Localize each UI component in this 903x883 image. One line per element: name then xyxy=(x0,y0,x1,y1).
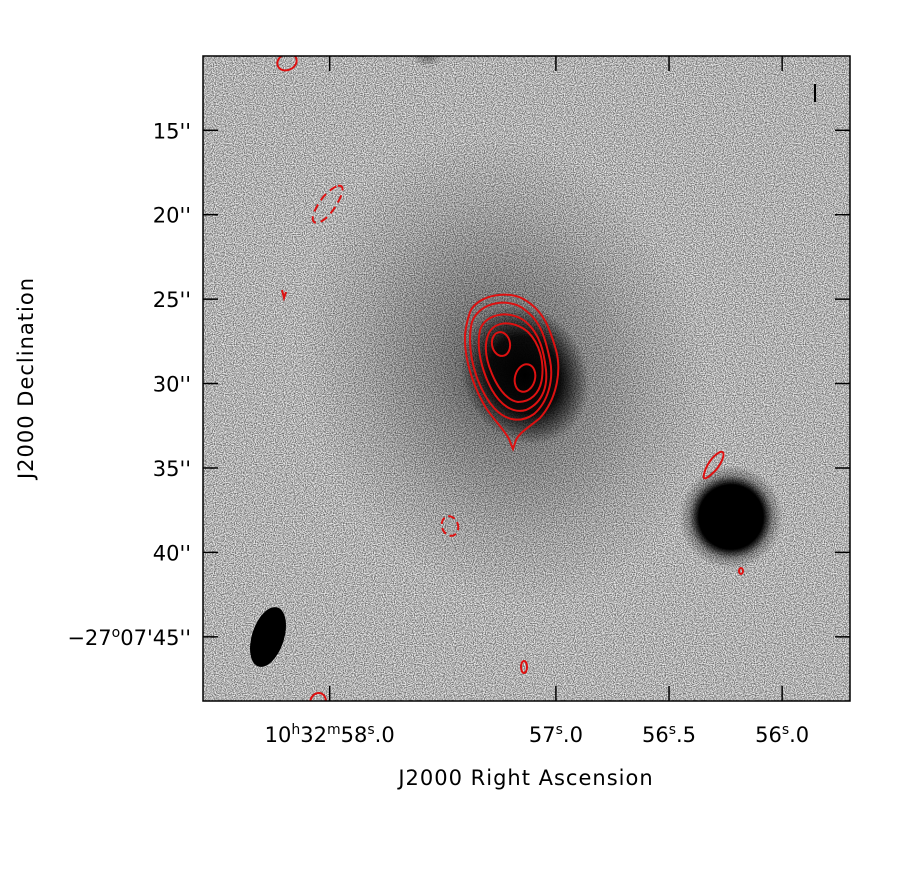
bright-star xyxy=(679,465,783,569)
x-tick-label: 10h32m58s.0 xyxy=(265,722,395,747)
contour-right xyxy=(702,450,725,480)
contour-outer xyxy=(463,293,560,452)
beam-ellipse xyxy=(250,607,286,667)
contour-4 xyxy=(484,322,544,404)
radio-contours xyxy=(276,56,744,701)
contour-small-1 xyxy=(281,289,287,302)
contour-peak-2 xyxy=(513,363,537,393)
y-axis-title: J2000 Declination xyxy=(14,277,38,481)
contour-3 xyxy=(477,313,548,412)
contour-bottom xyxy=(309,692,327,701)
y-tick-label: 35'' xyxy=(153,457,191,481)
x-tick-label: 57s.0 xyxy=(529,722,583,747)
contour-negative-1 xyxy=(311,184,344,224)
y-tick-label: 25'' xyxy=(153,288,191,312)
plot-frame xyxy=(202,55,851,702)
contour-negative-2 xyxy=(440,515,460,537)
y-tick-label: 15'' xyxy=(153,119,191,143)
y-tick-label: 40'' xyxy=(153,541,191,565)
contour-top-left xyxy=(276,56,298,72)
x-tick-label: 56s.0 xyxy=(755,722,809,747)
y-tick-label: 30'' xyxy=(153,373,191,397)
greyscale-image xyxy=(203,56,850,701)
faint-source-top xyxy=(412,56,444,67)
x-axis-title: J2000 Right Ascension xyxy=(396,766,653,790)
contour-small-2 xyxy=(520,660,528,674)
axis-ticks xyxy=(203,56,850,701)
x-tick-label: 56s.5 xyxy=(642,722,696,747)
contour-small-3 xyxy=(738,567,744,575)
axis-tick-labels: 10h32m58s.0 57s.0 56s.5 56s.0 15'' 20'' 25'' 30… xyxy=(67,119,809,747)
contour-2 xyxy=(468,301,553,421)
y-tick-label: −27o07'45'' xyxy=(67,625,191,650)
contour-peak-1 xyxy=(490,331,512,357)
y-tick-label: 20'' xyxy=(153,204,191,228)
